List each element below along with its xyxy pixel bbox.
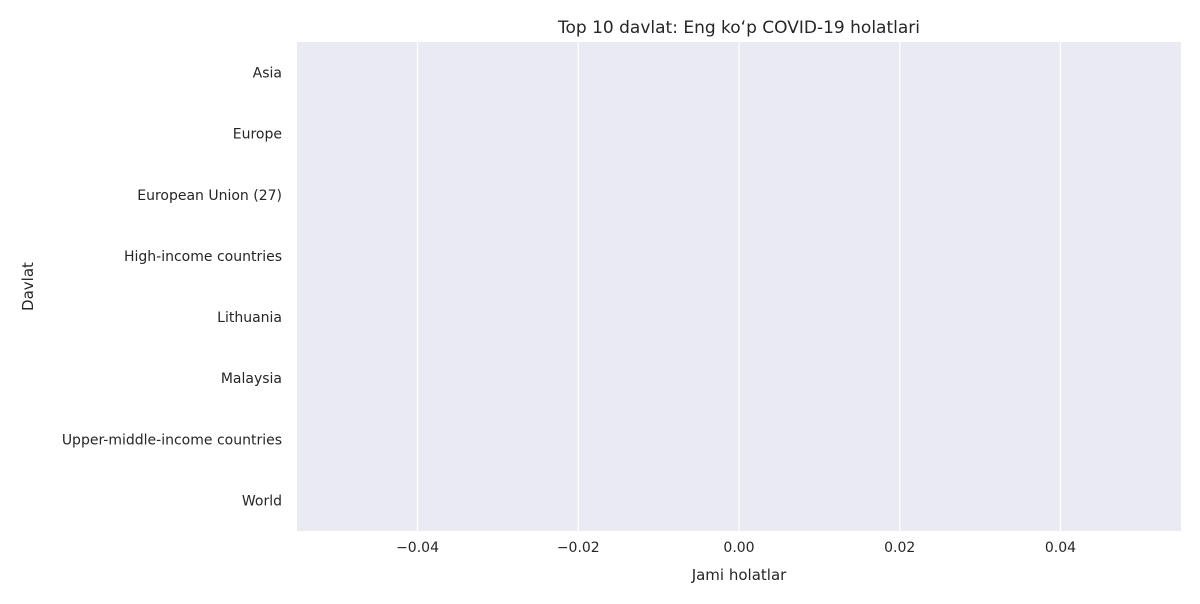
x-tick-label: −0.04 (396, 540, 439, 556)
x-tick-label: 0.02 (884, 540, 915, 556)
x-tick-label: 0.00 (723, 540, 754, 556)
x-tick-label: −0.02 (557, 540, 600, 556)
x-axis-label: Jami holatlar (691, 566, 787, 584)
y-tick-label: Asia (253, 66, 282, 82)
grid-lines (416, 42, 1062, 531)
y-tick-label: Upper-middle-income countries (62, 432, 282, 448)
y-tick-label: Lithuania (217, 310, 282, 326)
x-tick-label: 0.04 (1045, 540, 1076, 556)
y-tick-label: Malaysia (221, 371, 282, 387)
y-tick-labels: Asia Europe European Union (27) High-income… (62, 66, 282, 510)
y-tick-label: European Union (27) (137, 188, 282, 204)
y-tick-label: High-income countries (124, 249, 282, 265)
x-tick-labels: −0.04 −0.02 0.00 0.02 0.04 (396, 540, 1076, 556)
chart-title: Top 10 davlat: Eng koʻp COVID-19 holatla… (557, 18, 920, 38)
y-axis-label: Davlat (19, 262, 37, 311)
y-tick-label: World (242, 493, 282, 509)
y-tick-label: Europe (233, 127, 282, 143)
